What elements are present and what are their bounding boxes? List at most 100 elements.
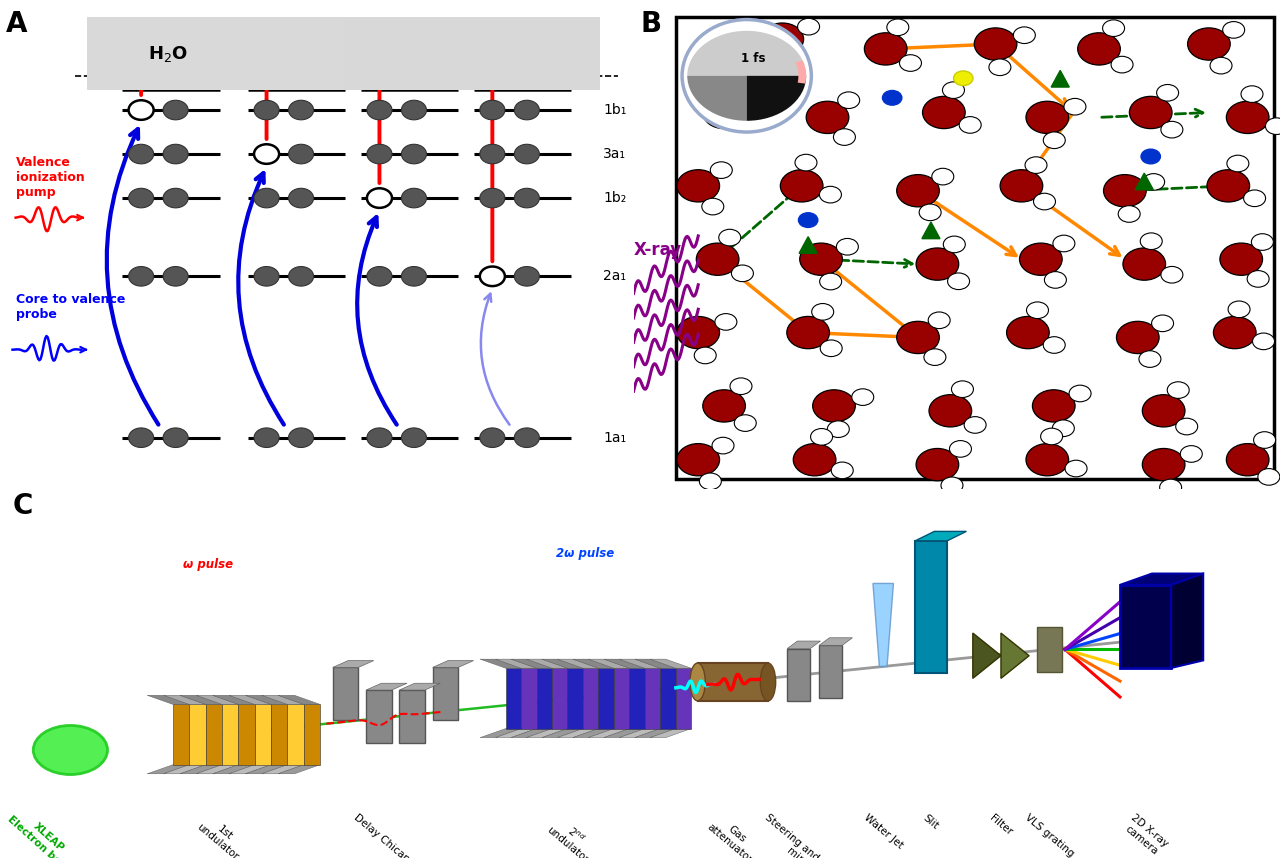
Circle shape [851, 389, 874, 406]
Circle shape [127, 21, 155, 43]
Bar [399, 690, 425, 743]
Circle shape [163, 100, 188, 120]
Circle shape [947, 273, 969, 289]
Text: Water Jet: Water Jet [861, 813, 905, 851]
Circle shape [696, 243, 739, 275]
Circle shape [252, 21, 280, 43]
Circle shape [735, 414, 756, 432]
Bar [433, 668, 458, 720]
Circle shape [694, 347, 717, 364]
Bar [645, 668, 660, 728]
Circle shape [128, 100, 154, 120]
Polygon shape [399, 683, 440, 690]
Circle shape [367, 100, 392, 120]
Circle shape [1006, 317, 1050, 348]
Bar [521, 668, 536, 728]
Bar [506, 668, 521, 728]
Bar [1037, 626, 1062, 672]
Circle shape [1207, 170, 1249, 202]
Bar [582, 668, 599, 728]
Polygon shape [541, 659, 582, 668]
Circle shape [730, 378, 751, 395]
Bar [238, 704, 255, 764]
Circle shape [1027, 444, 1069, 476]
Polygon shape [604, 659, 645, 668]
Circle shape [819, 186, 841, 203]
Polygon shape [526, 728, 567, 738]
Circle shape [831, 462, 854, 479]
Polygon shape [589, 659, 630, 668]
Polygon shape [333, 661, 374, 668]
Polygon shape [180, 695, 221, 704]
Circle shape [1247, 270, 1268, 287]
Circle shape [1142, 449, 1185, 480]
Circle shape [480, 267, 504, 286]
Polygon shape [433, 661, 474, 668]
Circle shape [1210, 57, 1233, 74]
Circle shape [128, 188, 154, 208]
Circle shape [1102, 20, 1125, 37]
Text: Filter: Filter [988, 813, 1014, 837]
Circle shape [1222, 21, 1244, 39]
Circle shape [928, 312, 950, 329]
Ellipse shape [682, 20, 812, 132]
Bar [366, 690, 392, 743]
Circle shape [288, 267, 314, 286]
Polygon shape [635, 659, 676, 668]
Circle shape [128, 267, 154, 286]
Polygon shape [650, 728, 691, 738]
Bar [271, 704, 287, 764]
Circle shape [253, 267, 279, 286]
Ellipse shape [33, 726, 108, 775]
Polygon shape [246, 695, 287, 704]
Polygon shape [1120, 573, 1203, 585]
Polygon shape [787, 641, 820, 649]
Circle shape [1140, 233, 1162, 250]
Circle shape [480, 144, 504, 164]
Circle shape [820, 340, 842, 357]
Polygon shape [212, 764, 255, 774]
Circle shape [813, 390, 855, 422]
Text: 1b₂: 1b₂ [603, 191, 627, 205]
Circle shape [163, 144, 188, 164]
Circle shape [812, 304, 833, 320]
Text: A: A [6, 9, 28, 38]
Polygon shape [196, 695, 238, 704]
Circle shape [288, 188, 314, 208]
Polygon shape [511, 659, 552, 668]
Circle shape [479, 21, 506, 43]
Circle shape [836, 239, 859, 255]
Polygon shape [147, 695, 189, 704]
Circle shape [1188, 27, 1230, 60]
Circle shape [402, 267, 426, 286]
Bar [567, 668, 582, 728]
Circle shape [1103, 174, 1146, 207]
Circle shape [1161, 267, 1183, 283]
Bar [660, 668, 676, 728]
Polygon shape [915, 531, 966, 541]
Circle shape [1111, 57, 1133, 73]
Circle shape [741, 115, 763, 131]
Circle shape [677, 170, 719, 202]
Circle shape [163, 428, 188, 448]
Circle shape [781, 53, 803, 69]
Circle shape [1213, 317, 1256, 348]
Circle shape [1041, 428, 1062, 444]
Polygon shape [873, 583, 893, 667]
Circle shape [806, 101, 849, 134]
Wedge shape [795, 60, 806, 83]
Polygon shape [261, 764, 303, 774]
Text: C: C [13, 492, 33, 520]
Text: 2ω pulse: 2ω pulse [557, 547, 614, 559]
Circle shape [950, 441, 972, 457]
Circle shape [366, 21, 393, 43]
Circle shape [253, 100, 279, 120]
Polygon shape [922, 222, 940, 239]
Ellipse shape [690, 663, 705, 701]
Text: Gas
attenuator: Gas attenuator [704, 813, 762, 858]
Circle shape [1143, 173, 1165, 190]
Circle shape [1033, 390, 1075, 422]
Circle shape [781, 170, 823, 202]
Circle shape [163, 267, 188, 286]
Circle shape [716, 313, 737, 330]
